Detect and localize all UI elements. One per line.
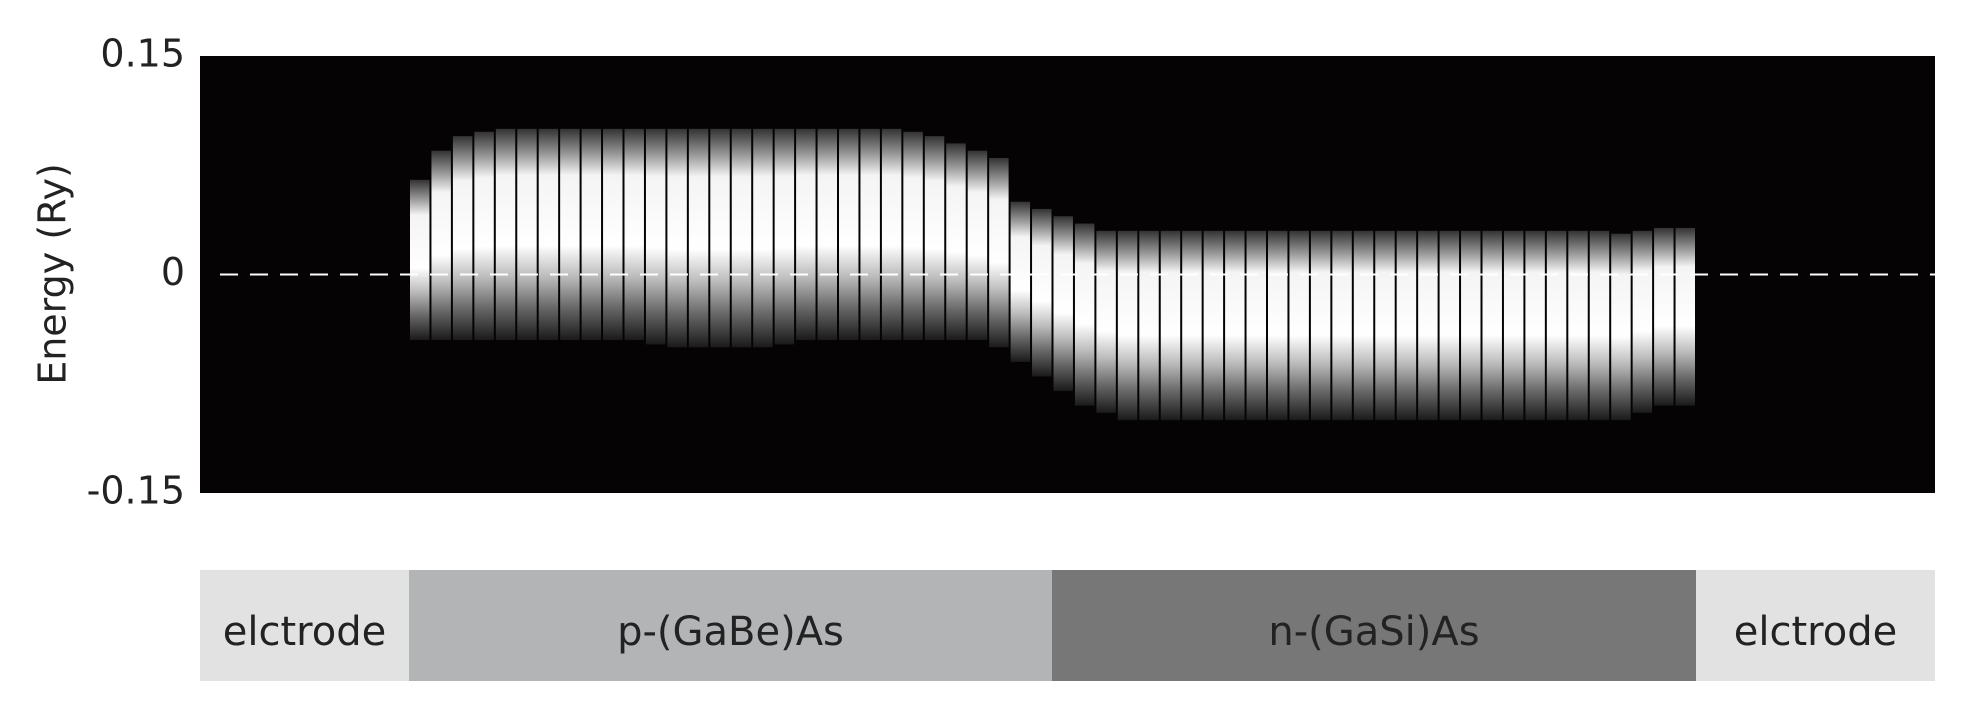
density-column: [989, 157, 1009, 348]
density-column: [710, 128, 730, 348]
density-column: [903, 131, 923, 341]
density-column: [495, 128, 516, 341]
density-column: [1096, 230, 1116, 413]
density-column: [560, 128, 580, 341]
density-column: [1160, 230, 1181, 421]
density-column: [1332, 230, 1352, 421]
density-column: [1482, 230, 1502, 421]
region: [1696, 570, 1935, 681]
density-column: [538, 128, 559, 341]
density-column: [1010, 201, 1031, 362]
density-column: [1439, 230, 1460, 421]
density-column: [1246, 230, 1266, 421]
density-column: [667, 128, 687, 348]
density-column: [881, 128, 902, 341]
density-column: [1654, 227, 1674, 406]
region-label: p-(GaBe)As: [617, 609, 844, 655]
y-axis-label: Energy (Ry): [31, 163, 75, 385]
density-column: [1461, 230, 1481, 421]
density-column: [1611, 233, 1631, 421]
density-column: [1139, 230, 1159, 421]
density-column: [624, 128, 644, 341]
density-column: [1353, 230, 1374, 421]
density-column: [603, 128, 623, 341]
density-column: [1396, 230, 1417, 421]
density-column: [753, 128, 773, 348]
density-column: [1203, 230, 1224, 421]
density-column: [410, 179, 430, 341]
density-column: [1589, 230, 1610, 421]
density-column: [1074, 223, 1095, 406]
density-column: [946, 143, 966, 341]
density-column: [1525, 230, 1545, 421]
region-label: elctrode: [1734, 609, 1897, 655]
density-column: [1632, 230, 1653, 413]
density-column: [1182, 230, 1202, 421]
density-column: [645, 128, 666, 345]
y-tick-label: 0: [161, 250, 185, 294]
density-column: [1568, 230, 1588, 421]
density-column: [581, 128, 602, 341]
region-label: n-(GaSi)As: [1268, 609, 1479, 655]
density-column: [967, 150, 988, 341]
density-column: [688, 128, 709, 348]
y-tick-label: 0.15: [100, 32, 185, 76]
y-tick-label: -0.15: [87, 469, 185, 513]
density-column: [796, 128, 816, 341]
density-column: [1268, 230, 1288, 421]
density-column: [860, 128, 880, 341]
region-label: elctrode: [223, 609, 386, 655]
density-column: [1225, 230, 1245, 421]
density-column: [1032, 208, 1052, 377]
density-column: [1503, 230, 1524, 421]
density-column: [839, 128, 859, 341]
density-column: [1310, 230, 1331, 421]
density-column: [431, 150, 451, 341]
density-column: [1053, 216, 1073, 392]
density-column: [817, 128, 837, 341]
region: [409, 570, 1052, 681]
density-column: [517, 128, 537, 341]
density-column: [924, 136, 945, 341]
density-column: [1546, 230, 1567, 421]
density-column: [1289, 230, 1309, 421]
density-column: [1117, 230, 1138, 421]
density-column: [1418, 230, 1438, 421]
density-column: [1675, 227, 1695, 406]
region: [1052, 570, 1696, 681]
density-column: [774, 128, 795, 345]
density-column: [452, 136, 473, 341]
region: [200, 570, 409, 681]
density-column: [731, 128, 752, 348]
density-column: [1375, 230, 1395, 421]
density-column: [474, 131, 494, 341]
